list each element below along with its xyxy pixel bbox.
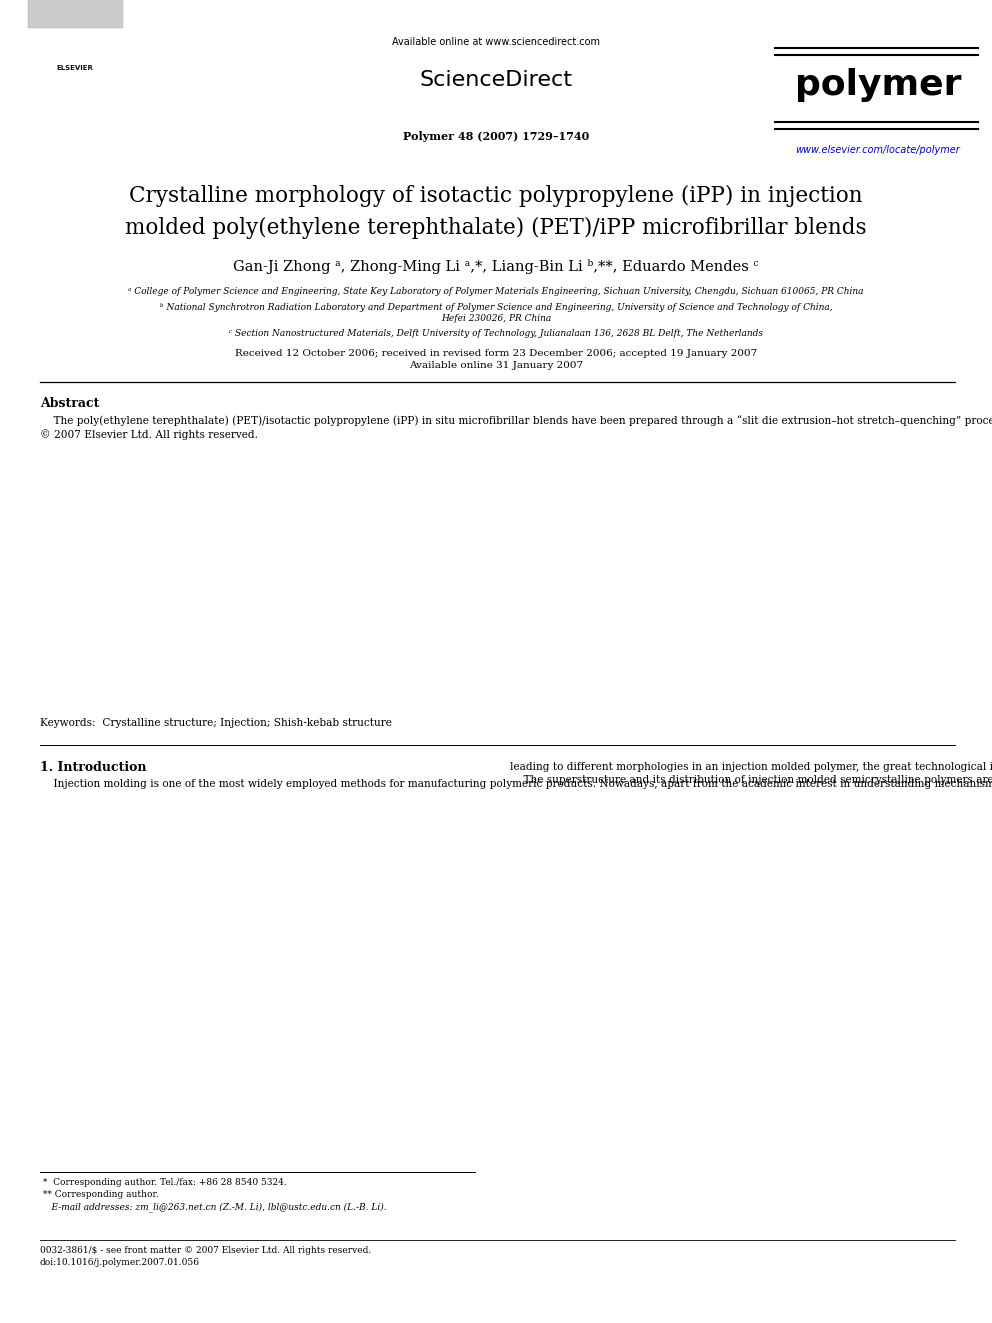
- Text: ᵃ College of Polymer Science and Engineering, State Key Laboratory of Polymer Ma: ᵃ College of Polymer Science and Enginee…: [128, 287, 864, 295]
- Text: Available online at www.sciencedirect.com: Available online at www.sciencedirect.co…: [392, 37, 600, 48]
- Text: Available online 31 January 2007: Available online 31 January 2007: [409, 361, 583, 370]
- Text: ᶜ Section Nanostructured Materials, Delft University of Technology, Julianalaan : ᶜ Section Nanostructured Materials, Delf…: [229, 328, 763, 337]
- Text: Keywords:  Crystalline structure; Injection; Shish-kebab structure: Keywords: Crystalline structure; Injecti…: [40, 718, 392, 728]
- Text: molded poly(ethylene terephthalate) (PET)/iPP microfibrillar blends: molded poly(ethylene terephthalate) (PET…: [125, 217, 867, 239]
- Text: Abstract: Abstract: [40, 397, 99, 410]
- Text: Injection molding is one of the most widely employed methods for manufacturing p: Injection molding is one of the most wid…: [40, 779, 992, 789]
- Text: Crystalline morphology of isotactic polypropylene (iPP) in injection: Crystalline morphology of isotactic poly…: [129, 185, 863, 206]
- Text: E-mail addresses: zm_li@263.net.cn (Z.-M. Li), lbl@ustc.edu.cn (L.-B. Li).: E-mail addresses: zm_li@263.net.cn (Z.-M…: [40, 1203, 387, 1212]
- Text: polymer: polymer: [795, 67, 961, 102]
- Text: leading to different morphologies in an injection molded polymer, the great tech: leading to different morphologies in an …: [510, 761, 992, 785]
- Text: ELSEVIER: ELSEVIER: [57, 65, 93, 71]
- Text: ScienceDirect: ScienceDirect: [420, 70, 572, 90]
- Text: ** Corresponding author.: ** Corresponding author.: [40, 1189, 159, 1199]
- Text: 0032-3861/$ - see front matter © 2007 Elsevier Ltd. All rights reserved.: 0032-3861/$ - see front matter © 2007 El…: [40, 1246, 371, 1256]
- Text: Received 12 October 2006; received in revised form 23 December 2006; accepted 19: Received 12 October 2006; received in re…: [235, 348, 757, 357]
- Text: Polymer 48 (2007) 1729–1740: Polymer 48 (2007) 1729–1740: [403, 131, 589, 142]
- Text: doi:10.1016/j.polymer.2007.01.056: doi:10.1016/j.polymer.2007.01.056: [40, 1258, 200, 1267]
- Bar: [28, 0, 123, 28]
- Text: Gan-Ji Zhong ᵃ, Zhong-Ming Li ᵃ,*, Liang-Bin Li ᵇ,**, Eduardo Mendes ᶜ: Gan-Ji Zhong ᵃ, Zhong-Ming Li ᵃ,*, Liang…: [233, 258, 759, 274]
- Text: 1. Introduction: 1. Introduction: [40, 761, 147, 774]
- Text: The poly(ethylene terephthalate) (PET)/isotactic polypropylene (iPP) in situ mic: The poly(ethylene terephthalate) (PET)/i…: [40, 415, 992, 441]
- Text: www.elsevier.com/locate/polymer: www.elsevier.com/locate/polymer: [796, 146, 960, 155]
- Text: Hefei 230026, PR China: Hefei 230026, PR China: [440, 315, 552, 324]
- Text: ᵇ National Synchrotron Radiation Laboratory and Department of Polymer Science an: ᵇ National Synchrotron Radiation Laborat…: [160, 303, 832, 311]
- Text: *  Corresponding author. Tel./fax: +86 28 8540 5324.: * Corresponding author. Tel./fax: +86 28…: [40, 1177, 287, 1187]
